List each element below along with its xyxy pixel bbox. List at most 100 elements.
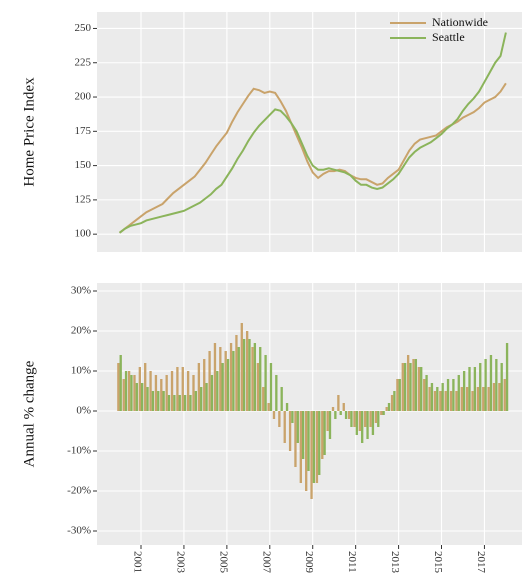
bar [205,383,208,411]
bar [377,411,380,427]
bar [353,411,356,427]
y-tick-label: 175 [75,125,92,137]
x-tick-label: 2013 [389,551,401,574]
y-tick-label: 0% [76,405,91,417]
bar [296,411,299,443]
x-tick-label: 2017 [475,551,487,574]
bar [468,367,471,411]
bar [262,387,265,411]
bar [162,391,165,411]
bar [487,387,490,411]
bar [149,371,152,411]
line [118,82,507,234]
bar [192,375,195,411]
y-tick-label: 100 [75,228,92,240]
y-axis-title: Home Price Index [21,77,37,187]
bar [446,379,450,411]
bar [146,387,149,411]
y-tick-label: 200 [75,91,92,103]
bar [165,375,168,411]
bar [157,391,160,411]
bar [203,359,206,411]
bar [251,347,254,411]
bar [264,355,267,411]
bar [275,375,278,411]
bar [457,375,460,411]
bar [312,411,316,483]
bar [229,343,233,411]
y-tick-label: 30% [71,285,91,297]
bar [294,411,297,467]
bar [181,367,184,411]
y-tick-label: 125 [75,193,92,205]
bar [398,379,401,411]
bar [406,355,410,411]
bar [232,351,235,411]
bar [505,343,509,411]
bar [462,371,466,411]
bar [288,411,292,451]
bar [455,391,458,411]
bar [484,359,487,411]
bar [387,403,391,411]
bar [466,387,469,411]
x-tick-label: 2009 [303,551,315,574]
y-tick-label: 225 [75,56,92,68]
bar [476,387,480,411]
bar [213,343,217,411]
bar [382,411,385,415]
bar [176,367,179,411]
bar [350,411,353,427]
bar [189,395,192,411]
bar [186,371,190,411]
bar [321,411,324,459]
bar [144,363,147,411]
x-tick-label: 2011 [346,551,358,573]
bar [226,359,230,411]
bar [285,403,289,411]
bar [342,403,345,411]
x-tick-label: 2007 [260,551,272,574]
bar [237,347,240,411]
bar [272,411,276,419]
bar [269,363,273,411]
bar [366,411,369,439]
bar [235,335,238,411]
x-tick-label: 2001 [131,551,143,573]
bar [444,391,447,411]
bar [449,391,453,411]
bar [344,411,348,419]
bar [337,395,340,411]
y-tick-label: 10% [71,365,91,377]
bar [495,359,498,411]
bar [425,375,428,411]
bar [219,347,222,411]
bar [498,383,501,411]
bar [334,411,337,419]
bar [307,411,310,471]
bar [183,395,187,411]
bar [323,411,326,455]
bar [210,375,214,411]
x-tick-label: 2003 [174,551,186,574]
bar [138,367,142,411]
bar [500,363,503,411]
bar [178,395,181,411]
bar [355,411,358,435]
bar [240,323,243,411]
bar [305,411,308,491]
panel-background [97,12,522,252]
line [118,32,507,234]
bar [473,367,477,411]
bar [436,387,439,411]
bar [119,355,122,411]
bar [428,387,431,411]
bar [439,391,442,411]
bar [479,363,482,411]
bar [224,351,227,411]
bar [194,391,197,411]
bar [433,391,437,411]
x-tick-label: 2005 [217,551,229,574]
